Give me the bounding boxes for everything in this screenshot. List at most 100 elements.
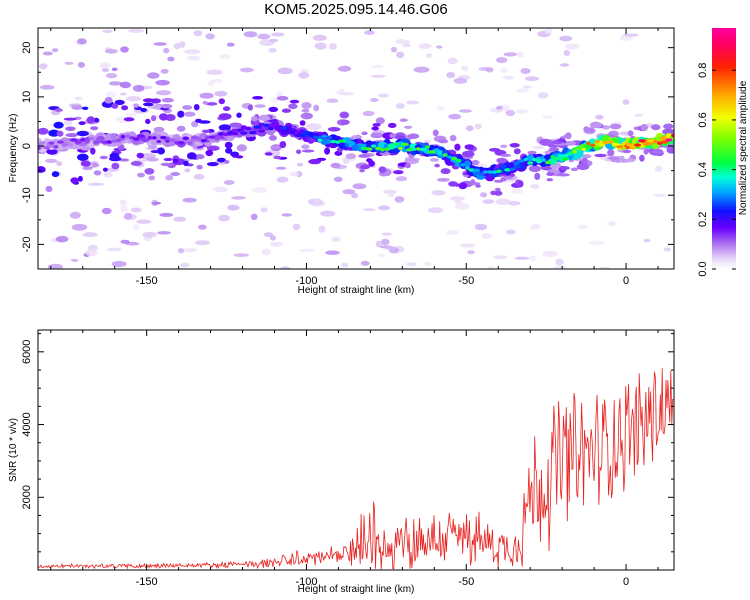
heatmap-cell bbox=[486, 170, 493, 174]
heatmap-cell bbox=[317, 138, 323, 142]
heatmap-cell bbox=[296, 162, 303, 167]
heatmap-cell bbox=[575, 146, 584, 151]
heatmap-cell bbox=[480, 192, 488, 198]
heatmap-cell bbox=[45, 185, 53, 193]
heatmap-cell bbox=[509, 167, 516, 171]
heatmap-cell bbox=[63, 119, 73, 126]
heatmap-cell bbox=[148, 175, 155, 181]
heatmap-cell bbox=[250, 213, 258, 220]
heatmap-cell bbox=[76, 130, 90, 137]
heatmap-cell bbox=[89, 137, 95, 141]
heatmap-cell bbox=[550, 155, 555, 159]
heatmap-cell bbox=[532, 145, 545, 150]
heatmap-cell bbox=[279, 141, 287, 149]
heatmap-cell bbox=[459, 109, 472, 113]
heatmap-cell bbox=[177, 110, 185, 118]
heatmap-cell bbox=[88, 182, 104, 186]
heatmap-cell bbox=[496, 57, 508, 64]
heatmap-cell bbox=[362, 110, 375, 117]
snr-frame bbox=[37, 329, 675, 571]
heatmap-cell bbox=[218, 113, 232, 120]
heatmap-cell bbox=[517, 159, 525, 163]
heatmap-cell bbox=[301, 149, 315, 153]
heatmap-cell bbox=[464, 144, 475, 150]
heatmap-cell bbox=[404, 162, 411, 169]
spectrogram-x-axis-label: Height of straight line (km) bbox=[298, 285, 415, 296]
heatmap-cell bbox=[577, 224, 588, 229]
heatmap-cell bbox=[90, 126, 99, 131]
heatmap-cell bbox=[559, 63, 570, 67]
heatmap-cell bbox=[82, 166, 93, 171]
heatmap-cell bbox=[146, 157, 159, 162]
heatmap-cell bbox=[214, 90, 228, 97]
heatmap-cell bbox=[493, 179, 504, 183]
heatmap-cell bbox=[442, 153, 448, 157]
heatmap-cell bbox=[82, 106, 89, 111]
heatmap-cell bbox=[180, 262, 190, 268]
heatmap-cell bbox=[281, 126, 287, 130]
heatmap-cell bbox=[224, 160, 230, 164]
heatmap-cell bbox=[381, 232, 393, 236]
heatmap-cell bbox=[653, 149, 664, 154]
heatmap-cell bbox=[106, 247, 123, 252]
heatmap-cell bbox=[475, 184, 481, 188]
heatmap-cell bbox=[38, 166, 46, 173]
heatmap-cell bbox=[487, 265, 495, 269]
heatmap-cell bbox=[276, 96, 289, 101]
heatmap-cell bbox=[437, 178, 450, 182]
heatmap-cell bbox=[383, 147, 391, 151]
heatmap-cell bbox=[447, 57, 458, 65]
heatmap-cell bbox=[436, 45, 443, 49]
heatmap-cell bbox=[277, 129, 282, 133]
heatmap-cell bbox=[312, 198, 321, 205]
heatmap-cell bbox=[378, 93, 389, 98]
heatmap-cell bbox=[589, 121, 602, 129]
heatmap-cell bbox=[478, 172, 484, 176]
heatmap-cell bbox=[514, 256, 530, 260]
heatmap-cell bbox=[344, 143, 349, 147]
heatmap-cell bbox=[382, 189, 398, 194]
heatmap-cell bbox=[458, 182, 468, 190]
heatmap-cell bbox=[555, 258, 564, 266]
heatmap-cell bbox=[563, 134, 570, 139]
heatmap-cell bbox=[151, 136, 157, 140]
heatmap-cell bbox=[308, 158, 322, 165]
heatmap-cell bbox=[647, 139, 655, 143]
heatmap-cell bbox=[130, 161, 142, 166]
heatmap-cell bbox=[268, 38, 279, 43]
heatmap-cell bbox=[111, 103, 119, 109]
heatmap-cell bbox=[77, 61, 86, 68]
heatmap-cell bbox=[489, 148, 501, 152]
heatmap-cell bbox=[607, 220, 616, 227]
heatmap-cell bbox=[493, 255, 508, 260]
spectrogram-x-ticks: -150 -100 -50 0 bbox=[50, 28, 659, 287]
colorbar-gradient bbox=[712, 28, 736, 269]
heatmap-cell bbox=[121, 105, 129, 111]
heatmap-cell bbox=[482, 199, 495, 204]
heatmap-cell bbox=[144, 168, 155, 175]
heatmap-cell bbox=[589, 240, 605, 245]
heatmap-cell bbox=[71, 105, 84, 110]
heatmap-cell bbox=[133, 103, 140, 108]
heatmap-cell bbox=[179, 41, 186, 48]
heatmap-cell bbox=[529, 165, 541, 173]
heatmap-cell bbox=[474, 223, 488, 231]
heatmap-cell bbox=[218, 54, 231, 59]
y-tick-label: 4000 bbox=[21, 412, 33, 436]
heatmap-cell bbox=[148, 104, 164, 110]
heatmap-cell bbox=[289, 172, 300, 177]
heatmap-cell bbox=[524, 76, 540, 82]
heatmap-cell bbox=[207, 81, 215, 87]
heatmap-cell bbox=[559, 166, 570, 170]
heatmap-cell bbox=[137, 134, 145, 138]
heatmap-cell bbox=[366, 158, 373, 163]
heatmap-cell bbox=[170, 172, 181, 176]
heatmap-cell bbox=[313, 104, 320, 112]
snr-y-axis-label: SNR (10 * v/v) bbox=[8, 418, 19, 482]
heatmap-cell bbox=[419, 147, 426, 152]
heatmap-cell bbox=[433, 148, 439, 152]
heatmap-cell bbox=[364, 30, 375, 36]
heatmap-cell bbox=[163, 157, 173, 162]
heatmap-cell bbox=[194, 154, 205, 160]
heatmap-cell bbox=[563, 49, 570, 57]
